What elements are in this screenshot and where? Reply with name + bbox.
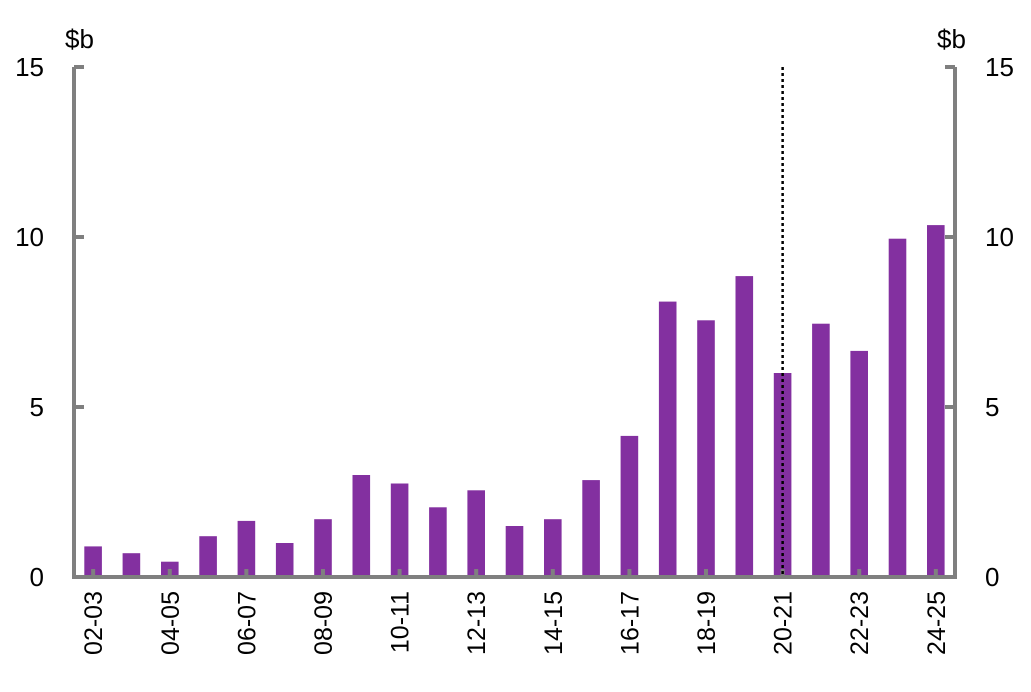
bar-05-06 [199,536,217,577]
x-tick-label-14-15: 14-15 [540,591,568,655]
x-tick-label-24-25: 24-25 [923,591,951,655]
bar-14-15 [544,519,562,577]
bar-07-08 [275,543,294,577]
bar-02-03 [84,546,102,577]
bar-22-23 [850,350,868,577]
x-tick-label-08-09: 08-09 [310,591,338,655]
y-tick-label-right: 10 [985,222,1014,252]
bar-12-13 [467,490,485,577]
labels-group: 0 0 5 5 10 10 15 15 $b $b 02-03 04-05 06-07 08-09 10-1… [15,24,1014,655]
x-tick-label-20-21: 20-21 [770,591,798,655]
bar-13-14 [505,526,524,577]
y-unit-label-left: $b [65,24,94,54]
y-tick-label-right: 15 [985,52,1014,82]
y-tick-label-left: 15 [15,52,44,82]
bar-24-25 [927,225,945,577]
y-tick-label-left: 10 [15,222,44,252]
bar-03-04 [122,553,141,577]
bar-15-16 [582,480,600,577]
y-unit-label-right: $b [937,24,966,54]
bar-10-11 [390,483,409,577]
x-tick-label-10-11: 10-11 [387,591,415,653]
x-tick-label-06-07: 06-07 [233,591,261,655]
bar-06-07 [237,520,256,577]
bar-17-18 [658,301,677,577]
y-tick-label-right: 0 [985,562,999,592]
bar-16-17 [620,435,639,577]
x-tick-label-22-23: 22-23 [846,591,874,655]
x-tick-label-02-03: 02-03 [80,591,108,655]
axes-group [72,65,957,579]
bar-19-20 [735,276,754,577]
x-tick-label-12-13: 12-13 [463,591,491,655]
x-tick-label-18-19: 18-19 [693,591,721,655]
bar-11-12 [429,507,447,577]
y-tick-label-left: 5 [30,392,44,422]
x-tick-label-04-05: 04-05 [157,591,185,655]
bar-23-24 [888,238,907,577]
bar-09-10 [352,475,371,577]
x-tick-label-16-17: 16-17 [616,591,644,655]
bar-08-09 [314,519,332,577]
y-tick-label-left: 0 [30,562,44,592]
y-tick-label-right: 5 [985,392,999,422]
bars-group [84,225,945,577]
bar-21-22 [812,323,830,577]
bar-18-19 [697,320,715,577]
